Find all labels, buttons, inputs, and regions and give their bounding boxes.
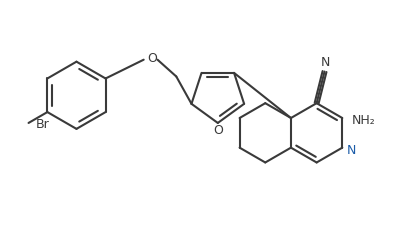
Text: NH₂: NH₂ [351,114,375,128]
Text: O: O [213,124,222,137]
Text: N: N [346,144,355,157]
Text: N: N [320,56,329,69]
Text: O: O [147,52,157,65]
Text: Br: Br [35,118,49,132]
